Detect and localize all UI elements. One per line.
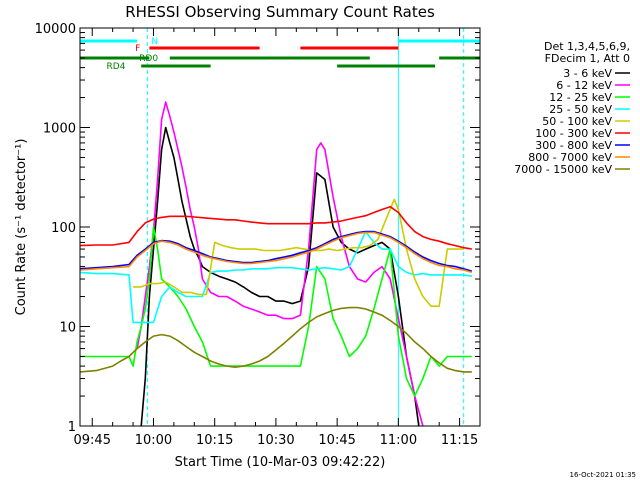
series-line-5: [79, 205, 472, 250]
x-tick-label-1: 10:00: [135, 433, 172, 448]
y-tick-label-2: 100: [51, 221, 76, 236]
chart-title: RHESSI Observing Summary Count Rates: [125, 3, 435, 21]
status-bar-label-f: F: [135, 44, 140, 54]
series-line-4: [133, 198, 464, 307]
legend-label-5: 100 - 300 keV: [535, 127, 612, 140]
x-tick-label-0: 09:45: [74, 433, 111, 448]
status-bar-label-rd0: RD0: [139, 54, 158, 64]
series-line-2: [80, 226, 472, 397]
x-tick-label-5: 11:00: [380, 433, 417, 448]
legend-label-3: 25 - 50 keV: [549, 103, 612, 116]
x-tick-label-3: 10:30: [257, 433, 294, 448]
x-tick-label-4: 10:45: [318, 433, 355, 448]
series-line-8: [79, 306, 472, 373]
series-line-6: [79, 230, 473, 272]
legend-label-7: 800 - 7000 keV: [528, 151, 612, 164]
y-tick-label-4: 10000: [35, 22, 76, 37]
y-tick-label-3: 1000: [43, 122, 76, 137]
x-tick-label-6: 11:15: [441, 433, 478, 448]
series-line-7: [79, 231, 473, 274]
axes: 09:45 10:00 10:15 10:30 10:45 11:00 11:15 1 10 10…: [35, 22, 481, 448]
footer-timestamp: 16-Oct-2021 01:35: [570, 471, 636, 479]
legend-label-8: 7000 - 15000 keV: [514, 163, 612, 176]
legend: Det 1,3,4,5,6,9,FDecim 1, Att 0 3 - 6 keV…: [514, 40, 630, 176]
legend-label-6: 300 - 800 keV: [535, 139, 612, 152]
x-axis-title: Start Time (10-Mar-03 09:42:22): [175, 455, 386, 470]
series-line-3: [79, 230, 472, 324]
legend-header-0: Det 1,3,4,5,6,9,: [544, 40, 630, 53]
status-bar-label-rd4: RD4: [107, 62, 126, 72]
legend-header-1: FDecim 1, Att 0: [545, 52, 630, 65]
y-axis-title: Count Rate (s⁻¹ detector⁻¹): [14, 139, 29, 316]
series-line-1: [136, 101, 424, 427]
status-bar-label-n: N: [151, 37, 158, 47]
series-line-0: [140, 126, 420, 427]
legend-label-0: 3 - 6 keV: [563, 67, 612, 80]
x-tick-label-2: 10:15: [196, 433, 233, 448]
legend-label-1: 6 - 12 keV: [556, 79, 612, 92]
y-tick-label-1: 10: [59, 321, 76, 336]
legend-label-4: 50 - 100 keV: [542, 115, 612, 128]
legend-label-2: 12 - 25 keV: [549, 91, 612, 104]
y-tick-label-0: 1: [68, 420, 76, 435]
